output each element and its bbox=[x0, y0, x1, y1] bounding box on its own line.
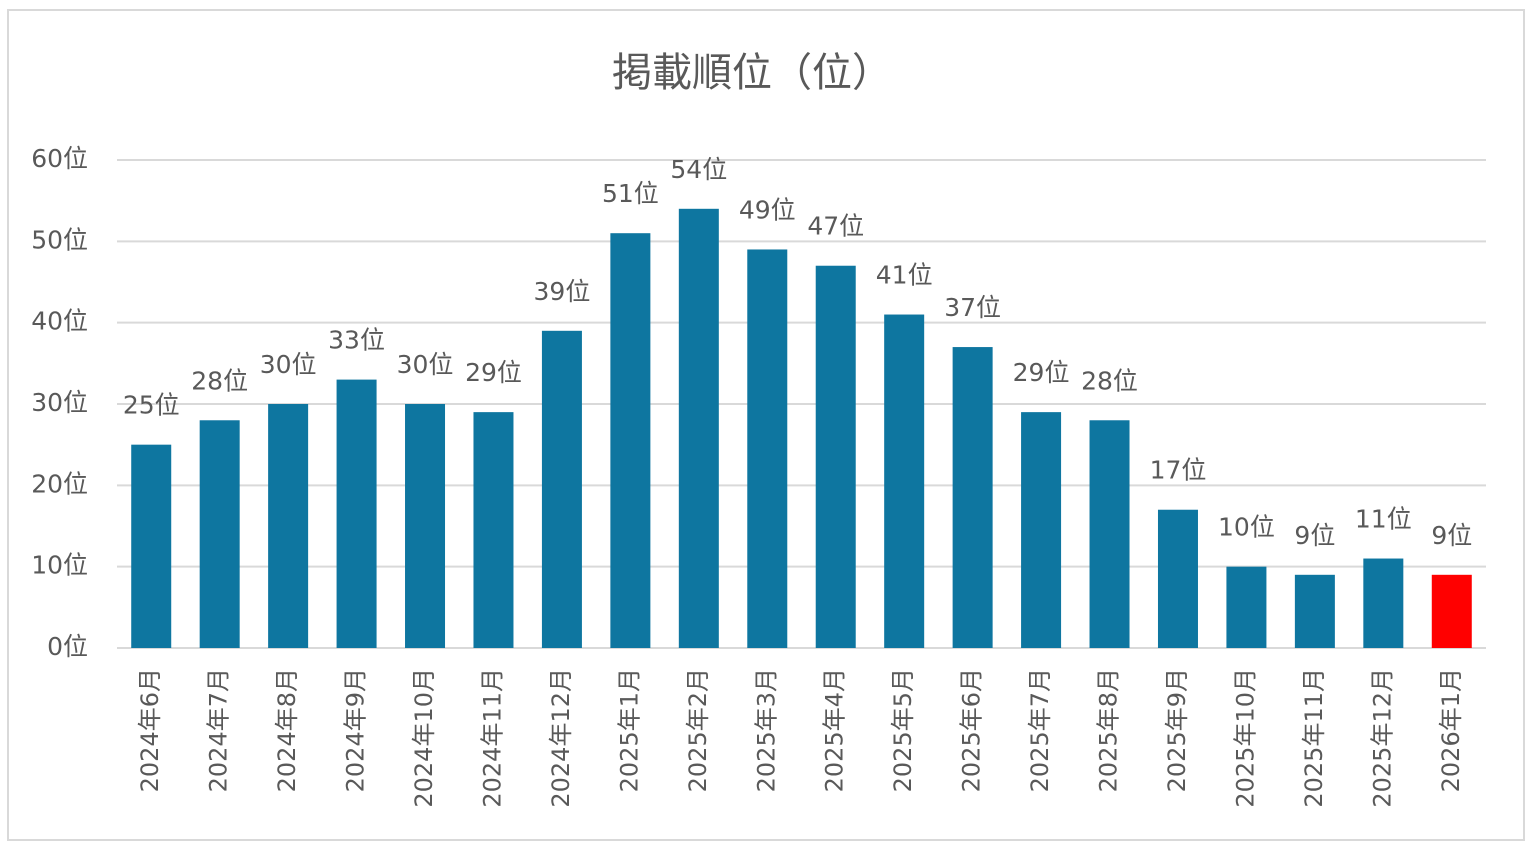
x-tick-label: 2025年6月 bbox=[958, 668, 986, 792]
value-label: 47位 bbox=[807, 212, 864, 241]
bar bbox=[952, 347, 993, 648]
value-label: 30位 bbox=[260, 350, 317, 379]
value-label: 9位 bbox=[1294, 521, 1335, 550]
value-label: 39位 bbox=[534, 277, 591, 306]
value-label: 29位 bbox=[465, 358, 522, 387]
value-label: 28位 bbox=[191, 366, 248, 395]
chart-title: 掲載順位（位） bbox=[612, 50, 892, 96]
value-label: 11位 bbox=[1355, 505, 1412, 534]
x-tick-label: 2025年11月 bbox=[1300, 668, 1328, 808]
bar bbox=[336, 379, 377, 648]
bar bbox=[884, 314, 925, 648]
value-label: 51位 bbox=[602, 179, 659, 208]
bar bbox=[1089, 420, 1130, 648]
x-tick-label: 2024年9月 bbox=[342, 668, 370, 792]
bar bbox=[405, 404, 446, 648]
x-tick-label: 2025年5月 bbox=[889, 668, 917, 792]
value-label: 10位 bbox=[1218, 513, 1275, 542]
value-label: 28位 bbox=[1081, 366, 1138, 395]
x-tick-label: 2025年10月 bbox=[1231, 668, 1259, 808]
bar bbox=[815, 265, 856, 648]
x-tick-label: 2025年4月 bbox=[821, 668, 849, 792]
x-tick-label: 2024年8月 bbox=[273, 668, 301, 792]
value-label: 49位 bbox=[739, 195, 796, 224]
value-label: 41位 bbox=[876, 261, 933, 290]
bar bbox=[131, 444, 172, 648]
bar bbox=[610, 233, 651, 648]
y-tick-label: 20位 bbox=[31, 469, 88, 498]
x-tick-label: 2025年1月 bbox=[615, 668, 643, 792]
bar bbox=[199, 420, 240, 648]
x-tick-label: 2024年6月 bbox=[136, 668, 164, 792]
bar bbox=[678, 208, 719, 649]
bar bbox=[1363, 558, 1404, 648]
value-label: 29位 bbox=[1013, 358, 1070, 387]
value-label: 30位 bbox=[397, 350, 454, 379]
value-label: 54位 bbox=[670, 155, 727, 184]
bar bbox=[747, 249, 788, 648]
x-tick-label: 2025年9月 bbox=[1163, 668, 1191, 792]
value-label: 25位 bbox=[123, 391, 180, 420]
bar bbox=[1294, 574, 1335, 648]
x-tick-label: 2025年2月 bbox=[684, 668, 712, 792]
y-tick-label: 60位 bbox=[31, 144, 88, 173]
bar bbox=[1021, 412, 1062, 648]
bar bbox=[541, 330, 582, 648]
x-tick-label: 2024年7月 bbox=[205, 668, 233, 792]
y-tick-label: 30位 bbox=[31, 388, 88, 417]
y-tick-label: 50位 bbox=[31, 225, 88, 254]
value-label: 17位 bbox=[1150, 456, 1207, 485]
y-tick-label: 0位 bbox=[47, 632, 88, 661]
y-tick-label: 40位 bbox=[31, 307, 88, 336]
value-label: 9位 bbox=[1431, 521, 1472, 550]
x-tick-label: 2026年1月 bbox=[1437, 668, 1465, 792]
bar bbox=[473, 412, 514, 648]
x-tick-label: 2024年11月 bbox=[478, 668, 506, 808]
value-label: 33位 bbox=[328, 326, 385, 355]
x-tick-label: 2025年12月 bbox=[1368, 668, 1396, 808]
x-tick-label: 2025年3月 bbox=[752, 668, 780, 792]
x-tick-label: 2025年7月 bbox=[1026, 668, 1054, 792]
bar bbox=[1226, 566, 1267, 648]
x-tick-label: 2024年10月 bbox=[410, 668, 438, 808]
y-tick-label: 10位 bbox=[31, 551, 88, 580]
x-tick-label: 2024年12月 bbox=[547, 668, 575, 808]
bar bbox=[1431, 574, 1472, 648]
x-tick-label: 2025年8月 bbox=[1095, 668, 1123, 792]
bar bbox=[1157, 509, 1198, 648]
bar bbox=[268, 404, 309, 648]
value-label: 37位 bbox=[944, 293, 1001, 322]
